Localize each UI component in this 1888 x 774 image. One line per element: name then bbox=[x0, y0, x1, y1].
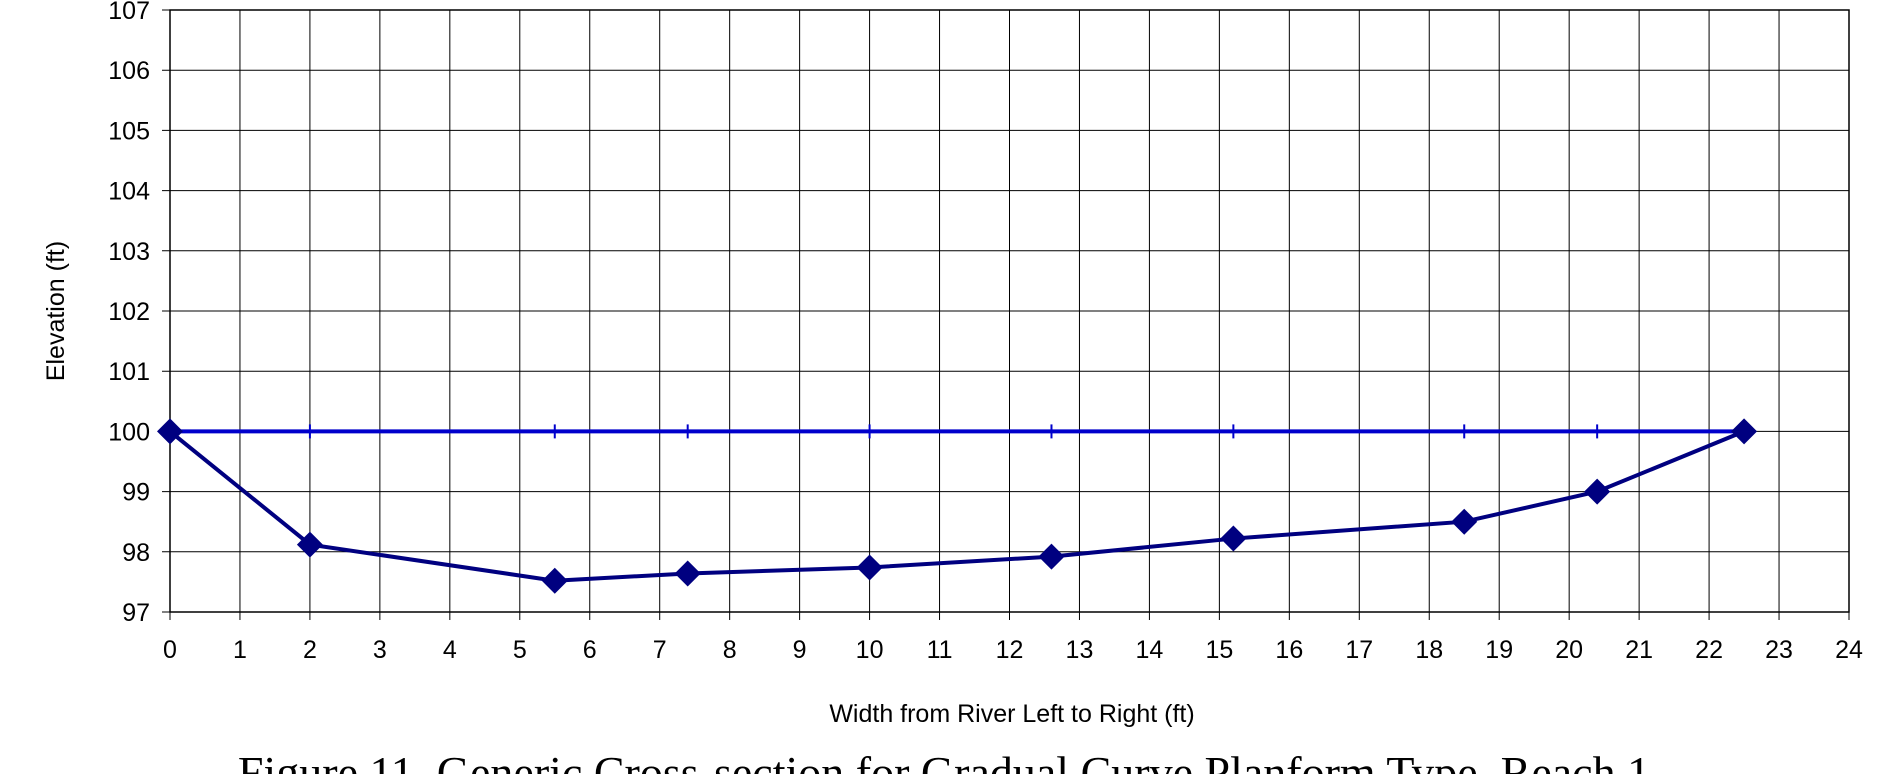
series-line bbox=[168, 429, 1745, 583]
x-tick-label: 1 bbox=[233, 636, 247, 664]
x-tick-label: 24 bbox=[1835, 636, 1863, 664]
x-tick-label: 5 bbox=[513, 636, 527, 664]
y-tick-label: 98 bbox=[122, 539, 150, 567]
point-marker bbox=[296, 531, 323, 558]
x-tick-label: 11 bbox=[927, 636, 953, 664]
x-tick-label: 17 bbox=[1345, 636, 1373, 664]
x-tick-label: 4 bbox=[443, 636, 457, 664]
point-marker bbox=[1584, 478, 1611, 505]
x-tick-label: 18 bbox=[1415, 636, 1443, 664]
x-tick-label: 13 bbox=[1066, 636, 1094, 664]
x-tick-label: 7 bbox=[653, 636, 667, 664]
y-tick-label: 99 bbox=[122, 479, 150, 507]
x-tick-label: 3 bbox=[373, 636, 387, 664]
point-marker bbox=[1220, 525, 1247, 552]
y-tick-label: 100 bbox=[108, 418, 150, 446]
x-tick-label: 16 bbox=[1275, 636, 1303, 664]
y-tick-label: 101 bbox=[108, 358, 150, 386]
y-tick-label: 102 bbox=[108, 298, 150, 326]
x-tick-label: 10 bbox=[856, 636, 884, 664]
y-tick-label: 97 bbox=[122, 599, 150, 627]
point-marker bbox=[856, 554, 883, 581]
point-marker bbox=[1731, 418, 1758, 445]
x-tick-label: 8 bbox=[723, 636, 737, 664]
x-tick-label: 23 bbox=[1765, 636, 1793, 664]
point-marker bbox=[157, 418, 183, 445]
y-tick-label: 106 bbox=[108, 57, 150, 85]
point-marker bbox=[1451, 508, 1478, 535]
point-marker bbox=[674, 560, 701, 587]
figure-caption: Figure 11. Generic Cross-section for Gra… bbox=[238, 747, 1650, 774]
y-axis-label: Elevation (ft) bbox=[42, 241, 70, 381]
y-tick-label: 107 bbox=[108, 0, 150, 25]
x-tick-label: 21 bbox=[1625, 636, 1653, 664]
x-tick-label: 6 bbox=[583, 636, 597, 664]
x-tick-label: 0 bbox=[163, 636, 177, 664]
x-tick-label: 20 bbox=[1555, 636, 1583, 664]
x-tick-label: 15 bbox=[1205, 636, 1233, 664]
point-marker bbox=[541, 567, 568, 594]
x-tick-label: 12 bbox=[996, 636, 1024, 664]
plot-border bbox=[169, 9, 1850, 613]
x-tick-label: 2 bbox=[303, 636, 317, 664]
x-tick-label: 22 bbox=[1695, 636, 1723, 664]
x-tick-label: 19 bbox=[1485, 636, 1513, 664]
x-tick-label: 14 bbox=[1136, 636, 1164, 664]
y-tick-label: 105 bbox=[108, 117, 150, 145]
x-axis-label: Width from River Left to Right (ft) bbox=[829, 700, 1194, 728]
y-tick-label: 103 bbox=[108, 238, 150, 266]
point-marker bbox=[1038, 543, 1065, 570]
x-tick-label: 9 bbox=[793, 636, 807, 664]
y-tick-label: 104 bbox=[108, 178, 150, 206]
